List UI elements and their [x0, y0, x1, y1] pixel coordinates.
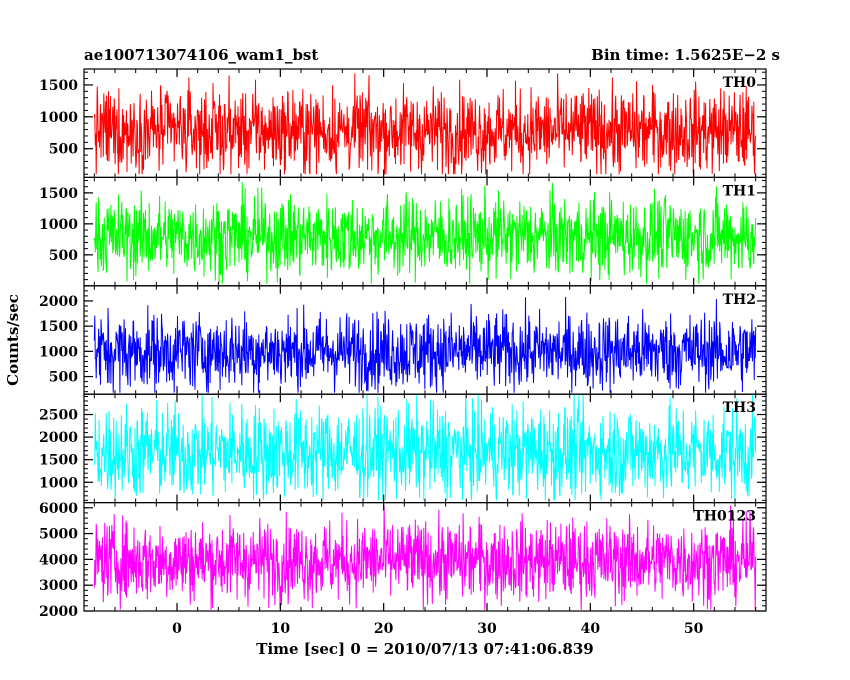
- series-line-th1: [93, 181, 757, 284]
- x-tick-label: 30: [477, 621, 497, 637]
- panel-th1: 500 1000 1500 TH1: [39, 176, 767, 287]
- x-axis-label: Time [sec] 0 = 2010/07/13 07:41:06.839: [256, 640, 593, 658]
- y-tick-label: 3000: [39, 578, 78, 594]
- y-tick-label: 6000: [39, 501, 78, 517]
- x-tick-label: 20: [374, 621, 394, 637]
- panel-th0: 500 1000 1500 TH0: [39, 68, 767, 179]
- x-tick-label: 40: [581, 621, 601, 637]
- y-tick-label: 1000: [39, 217, 78, 233]
- y-tick-label: 1500: [39, 319, 78, 335]
- y-axis-label: Counts/sec: [4, 294, 22, 386]
- y-tick-label: 2000: [39, 604, 78, 620]
- panel-label-th2: TH2: [723, 292, 756, 308]
- y-tick-label: 1000: [39, 344, 78, 360]
- x-tick-label: 50: [684, 621, 704, 637]
- chart-title-left: ae100713074106_wam1_bst: [84, 46, 318, 64]
- series-line-th3: [93, 394, 757, 501]
- panel-th2: 500 1000 1500 2000 TH2: [39, 285, 767, 395]
- y-tick-label: 500: [49, 248, 78, 264]
- series-line-th0123: [93, 505, 757, 610]
- y-tick-label: 5000: [39, 527, 78, 543]
- y-tick-label: 500: [49, 142, 78, 158]
- chart-title-right: Bin time: 1.5625E−2 s: [591, 46, 780, 64]
- y-tick-label: 500: [49, 370, 78, 386]
- y-tick-label: 1500: [39, 453, 78, 469]
- y-tick-label: 1000: [39, 475, 78, 491]
- y-tick-label: 2000: [39, 294, 78, 310]
- y-tick-label: 2500: [39, 408, 78, 424]
- y-tick-label: 1500: [39, 186, 78, 202]
- y-tick-label: 4000: [39, 552, 78, 568]
- x-tick-label: 10: [271, 621, 291, 637]
- panel-label-th3: TH3: [723, 400, 756, 416]
- y-tick-label: 2000: [39, 430, 78, 446]
- x-tick-label: 0: [172, 621, 182, 637]
- series-line-th2: [93, 296, 757, 393]
- panel-th3: 1000 1500 2000 2500 TH3: [39, 393, 767, 504]
- panel-th0123: 2000 3000 4000 5000 6000 TH0123: [39, 501, 767, 620]
- panel-label-th0123: TH0123: [693, 509, 756, 525]
- y-tick-label: 1500: [39, 78, 78, 94]
- series-line-th0: [93, 73, 757, 176]
- panel-label-th0: TH0: [723, 75, 757, 91]
- panel-label-th1: TH1: [723, 183, 756, 199]
- y-tick-label: 1000: [39, 110, 78, 126]
